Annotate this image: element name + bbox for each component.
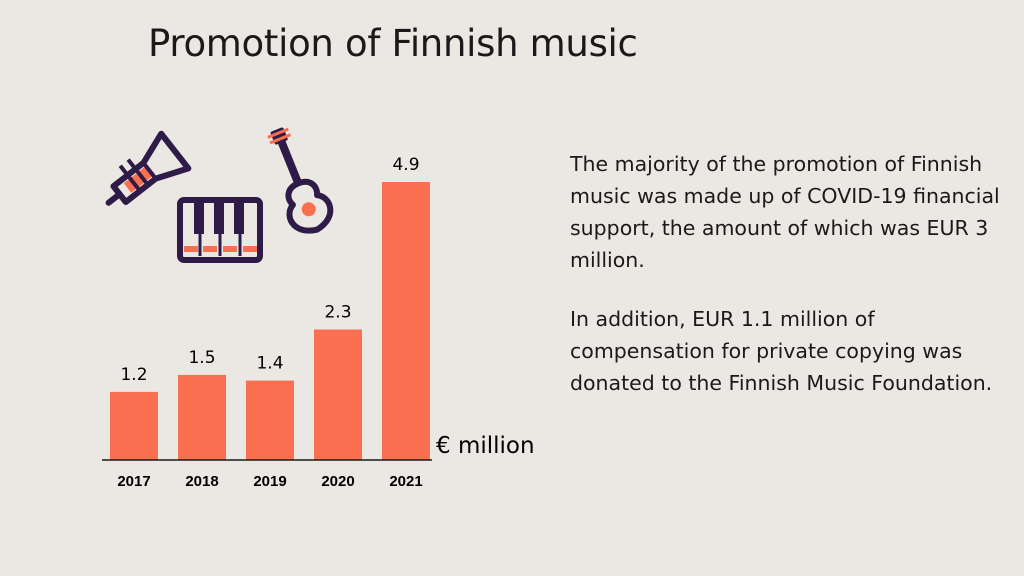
bar-2019 [246,380,294,460]
trumpet-icon [105,130,192,206]
x-tick-2018: 2018 [185,473,218,490]
x-tick-2019: 2019 [253,473,286,490]
data-label-2021: 4.9 [392,155,419,175]
bar-2020 [314,329,362,460]
data-label-2017: 1.2 [120,365,147,385]
paragraph-private-copying: In addition, EUR 1.1 million of compensa… [570,307,993,395]
x-tick-2020: 2020 [321,473,354,490]
bar-chart: 1.2 1.5 1.4 2.3 4.9 2017 2018 2019 2020 2021 € m… [102,127,535,490]
piano-keyboard-icon [177,197,263,263]
data-label-2020: 2.3 [324,303,351,323]
x-tick-2021: 2021 [389,473,422,490]
bar-2021 [382,182,430,460]
paragraph-covid-support: The majority of the promotion of Finnish… [570,152,1000,272]
page-title: Promotion of Finnish music [148,22,638,65]
bar-2017 [110,391,158,460]
guitar-icon [267,127,334,234]
x-tick-2017: 2017 [117,473,150,490]
data-label-2019: 1.4 [256,354,283,374]
bar-2018 [178,374,226,460]
unit-label: € million [436,433,535,459]
data-label-2018: 1.5 [188,348,215,368]
